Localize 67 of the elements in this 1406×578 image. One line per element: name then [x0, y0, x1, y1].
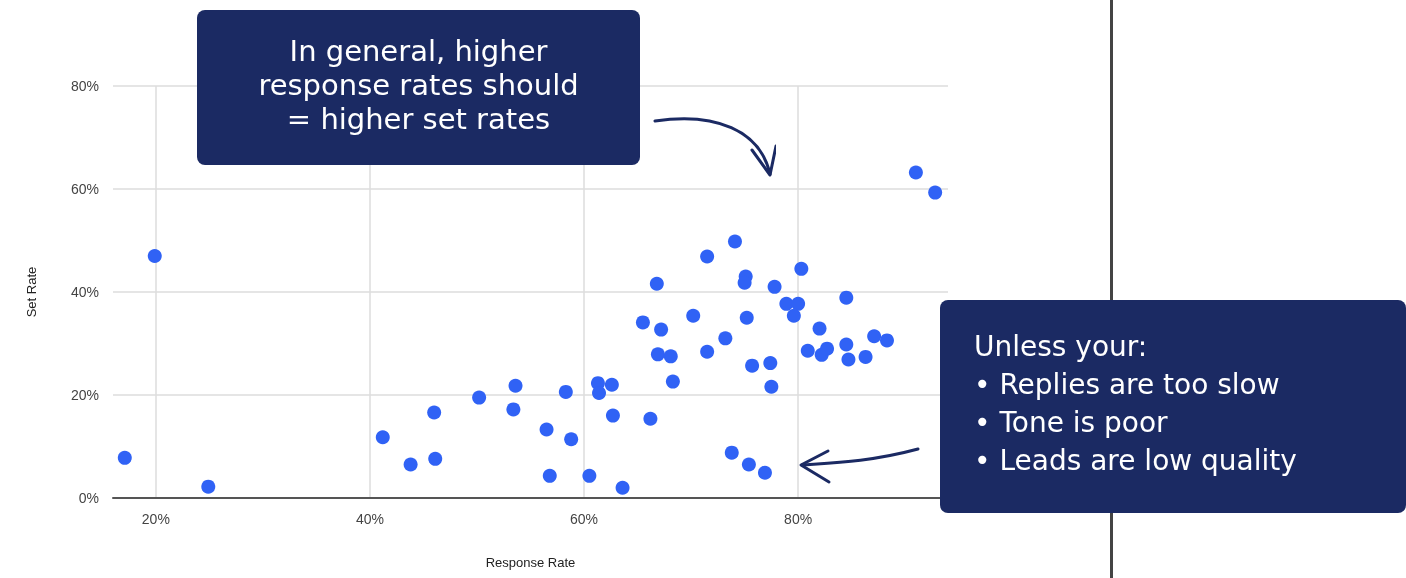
point — [147, 248, 162, 263]
point — [839, 337, 854, 352]
point — [649, 276, 664, 291]
point — [757, 465, 772, 480]
x-tick-label: 80% — [784, 511, 813, 527]
point — [564, 432, 579, 447]
point — [427, 405, 442, 420]
point — [718, 331, 733, 346]
point — [506, 402, 521, 417]
y-tick-label: 40% — [70, 284, 99, 300]
point — [604, 377, 619, 392]
y-tick-label: 80% — [70, 78, 99, 94]
point — [880, 333, 894, 348]
point — [739, 310, 754, 325]
point — [820, 341, 835, 356]
point — [654, 322, 669, 337]
point — [539, 422, 554, 437]
point — [794, 261, 809, 276]
point — [767, 279, 782, 294]
point — [839, 290, 854, 305]
point — [741, 457, 756, 472]
x-tick-label: 20% — [141, 511, 170, 527]
point — [117, 450, 132, 465]
point — [858, 349, 873, 364]
y-axis-title: Set Rate — [24, 266, 39, 318]
point — [428, 451, 443, 466]
point — [582, 468, 597, 483]
point — [763, 356, 778, 371]
point — [764, 379, 779, 394]
point — [841, 352, 856, 367]
point — [665, 374, 680, 389]
point — [779, 296, 794, 311]
point — [800, 343, 815, 358]
callout-box: Unless your: • Replies are too slow • Tone is poor • Leads are low quality — [940, 300, 1406, 513]
y-tick-label: 20% — [70, 387, 99, 403]
point — [791, 296, 806, 311]
point — [650, 347, 665, 362]
point — [745, 358, 760, 373]
point — [558, 384, 573, 399]
point — [635, 315, 650, 330]
point — [812, 321, 827, 336]
point — [908, 165, 923, 180]
x-tick-label: 40% — [355, 511, 384, 527]
point — [605, 408, 620, 423]
point — [867, 329, 882, 344]
point — [643, 411, 658, 426]
point — [592, 385, 607, 400]
point — [686, 308, 701, 323]
point — [508, 378, 523, 393]
x-tick-label: 60% — [570, 511, 599, 527]
point — [786, 308, 801, 323]
point — [403, 457, 418, 472]
point — [724, 445, 739, 460]
point — [727, 234, 742, 249]
point — [472, 390, 487, 405]
point — [928, 185, 943, 200]
point — [201, 479, 216, 494]
y-tick-label: 60% — [70, 181, 99, 197]
point — [700, 344, 715, 359]
y-tick-label: 0% — [78, 490, 99, 506]
point — [615, 480, 630, 495]
point — [375, 430, 390, 445]
point — [700, 249, 715, 264]
point — [542, 468, 557, 483]
x-axis-title: Response Rate — [485, 555, 576, 570]
point — [663, 349, 678, 364]
callout-box: In general, higher response rates should = higher set rates — [197, 10, 640, 165]
